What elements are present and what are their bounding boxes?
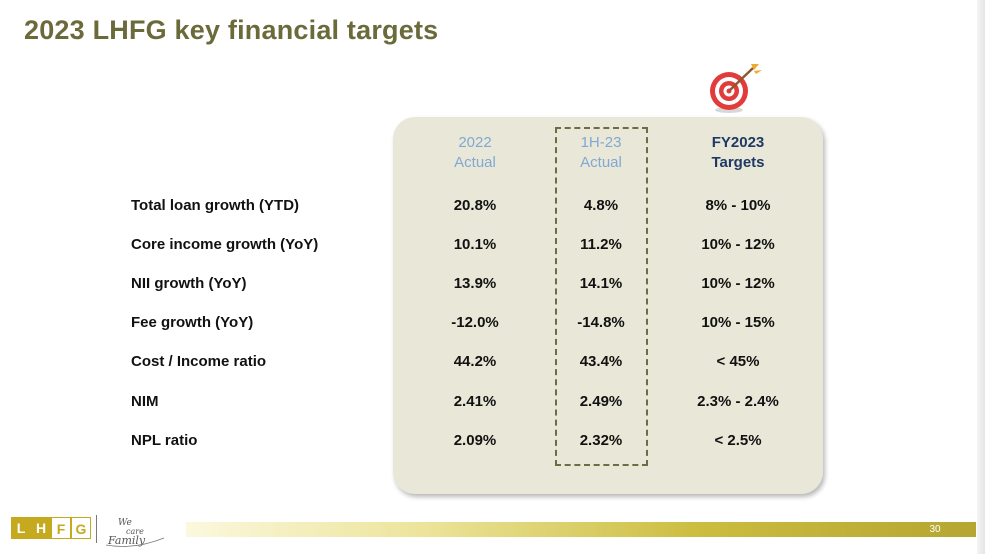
row-label: NPL ratio xyxy=(131,432,198,449)
footer-bar xyxy=(186,522,976,537)
row-label: Core income growth (YoY) xyxy=(131,236,319,253)
value-1h23-actual: 4.8% xyxy=(583,197,619,214)
value-1h23-actual: 11.2% xyxy=(580,236,622,253)
value-1h23-actual: -14.8% xyxy=(577,314,625,331)
row-label: NIM xyxy=(131,393,159,410)
value-2022-actual: 10.1% xyxy=(453,236,497,253)
column-header-line: FY2023 xyxy=(711,134,765,151)
lhfg-logo: L H F G xyxy=(11,517,91,539)
value-2022-actual: 20.8% xyxy=(453,197,497,214)
column-header-line: Actual xyxy=(454,154,496,171)
value-2022-actual: -12.0% xyxy=(451,314,499,331)
column-header-2022-actual: 2022 Actual xyxy=(420,133,530,173)
row-label: Cost / Income ratio xyxy=(131,353,267,370)
column-header-line: Targets xyxy=(711,154,765,171)
value-2022-actual: 13.9% xyxy=(453,275,497,292)
slide-edge xyxy=(977,0,985,554)
value-1h23-actual: 2.49% xyxy=(579,393,623,410)
row-label: Fee growth (YoY) xyxy=(131,314,254,331)
column-header-line: 2022 xyxy=(458,134,492,151)
value-fy2023-target: 2.3% - 2.4% xyxy=(697,393,779,410)
logo-letter: L xyxy=(11,517,31,539)
slogan-script: We care Family xyxy=(105,518,165,547)
value-fy2023-target: < 2.5% xyxy=(714,432,762,449)
column-header-fy2023-targets: FY2023 Targets xyxy=(683,133,793,173)
value-2022-actual: 44.2% xyxy=(453,353,497,370)
value-fy2023-target: 10% - 12% xyxy=(701,275,775,292)
targets-table-panel xyxy=(393,117,823,494)
value-fy2023-target: 10% - 15% xyxy=(701,314,775,331)
logo-letter: H xyxy=(31,517,51,539)
target-icon xyxy=(710,64,762,113)
1h23-highlight-box xyxy=(555,127,648,466)
value-fy2023-target: < 45% xyxy=(716,353,760,370)
logo-letter: G xyxy=(71,517,91,539)
logo-divider xyxy=(96,515,97,543)
page-title: 2023 LHFG key financial targets xyxy=(24,15,439,45)
page-number: 30 xyxy=(929,524,941,535)
value-1h23-actual: 14.1% xyxy=(579,275,623,292)
value-2022-actual: 2.41% xyxy=(453,393,497,410)
logo-letter: F xyxy=(51,517,71,539)
svg-text:care: care xyxy=(126,527,144,536)
row-label: Total loan growth (YTD) xyxy=(131,197,300,214)
column-header-line: 1H-23 xyxy=(580,134,622,151)
value-1h23-actual: 43.4% xyxy=(579,353,623,370)
row-label: NII growth (YoY) xyxy=(131,275,247,292)
value-2022-actual: 2.09% xyxy=(453,432,497,449)
svg-text:Family: Family xyxy=(107,534,146,547)
value-fy2023-target: 8% - 10% xyxy=(705,197,771,214)
value-1h23-actual: 2.32% xyxy=(579,432,623,449)
column-header-line: Actual xyxy=(580,154,622,171)
column-header-1h23-actual: 1H-23 Actual xyxy=(546,133,656,173)
value-fy2023-target: 10% - 12% xyxy=(701,236,775,253)
svg-text:We: We xyxy=(118,518,132,528)
